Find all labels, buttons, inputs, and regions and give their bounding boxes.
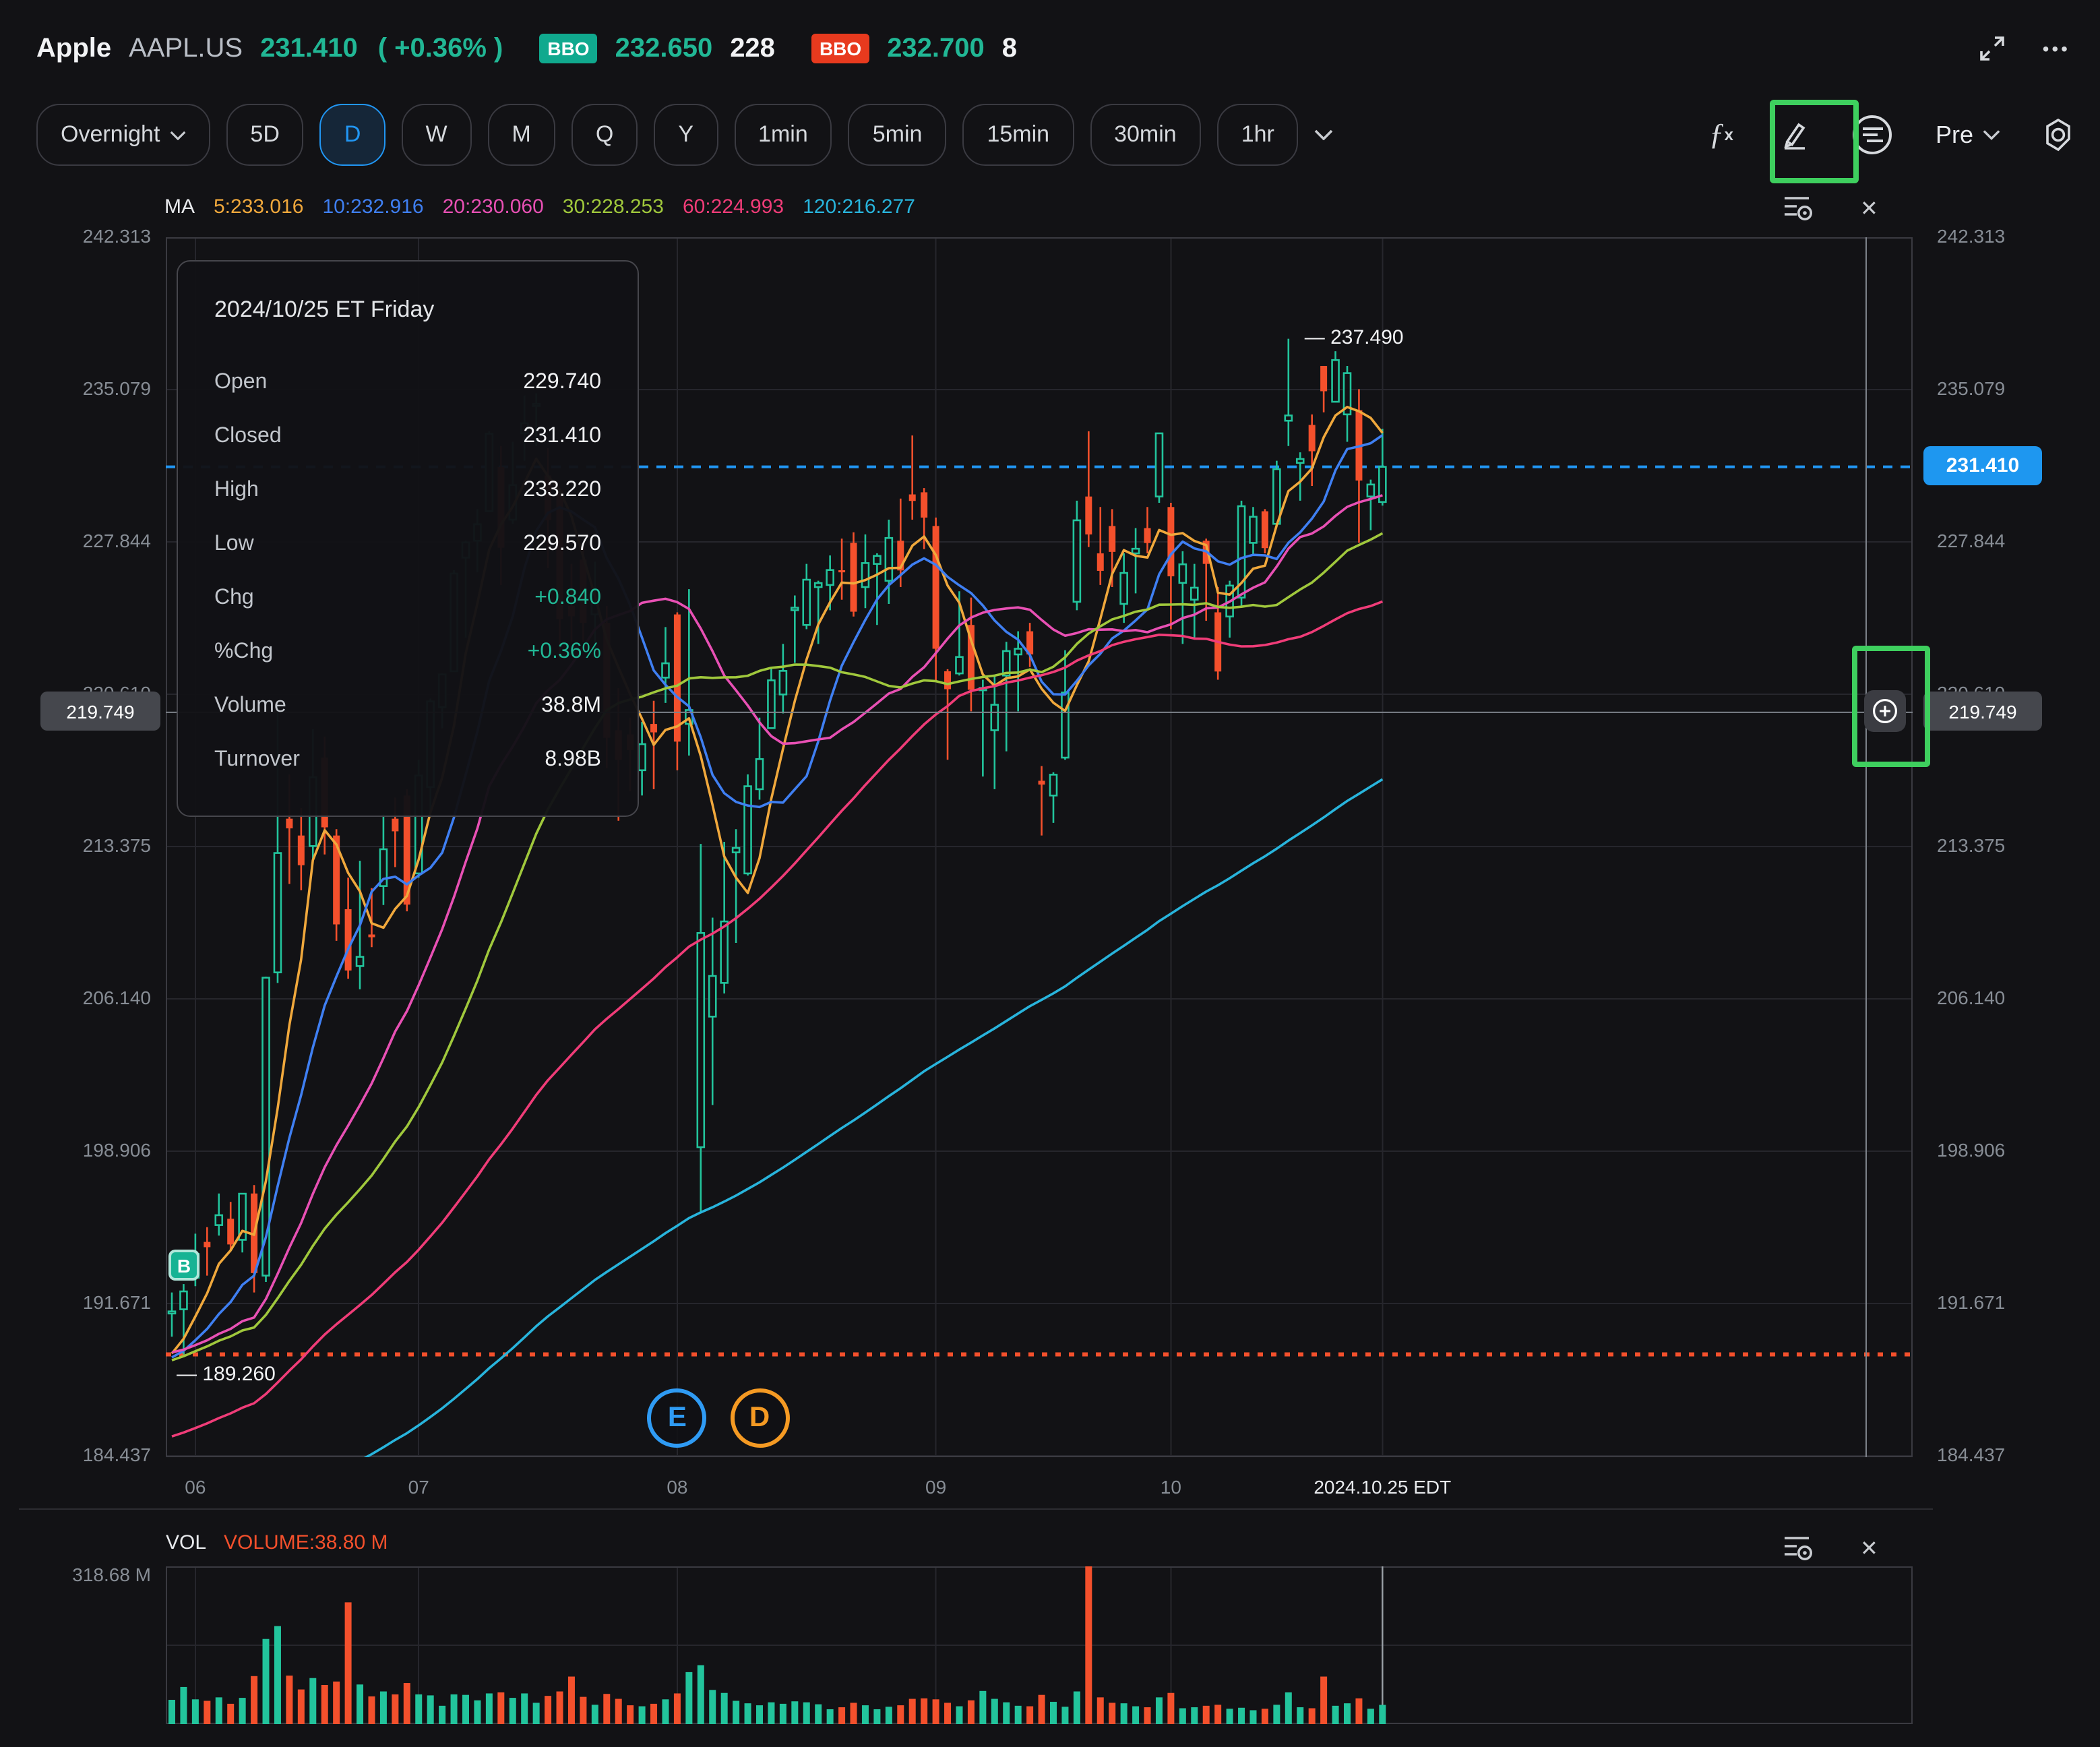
y-axis-label-left: 184.437 (82, 1444, 151, 1466)
y-axis-label-right: 242.313 (1937, 225, 2006, 247)
y-axis-label-left: 227.844 (82, 530, 151, 552)
ma-legend: MA 5:233.016 10:232.916 20:230.060 30:228.25… (164, 195, 915, 218)
y-axis-label-left: 198.906 (82, 1139, 151, 1161)
ohlc-tooltip: 2024/10/25 ET Friday Open 229.740 Closed 23… (177, 260, 639, 817)
ask-size: 8 (1001, 33, 1018, 63)
y-axis-label-left: 206.140 (82, 987, 151, 1009)
ma-legend-item-20: 20:230.060 (442, 195, 544, 218)
quote-header: Apple AAPL.US 231.410 ( +0.36% ) BBO 232… (0, 0, 2100, 97)
y-axis-label-left: 242.313 (82, 225, 151, 247)
tooltip-row-chg: Chg +0.840 (214, 586, 601, 609)
volume-header: VOL VOLUME:38.80 M (166, 1531, 388, 1554)
y-axis-label-right: 184.437 (1937, 1444, 2006, 1466)
event-marker-d[interactable]: D (730, 1388, 789, 1448)
tooltip-row-open: Open 229.740 (214, 371, 601, 394)
volume-axis-max: 318.68 M (72, 1564, 151, 1585)
tooltip-row-low: Low 229.570 (214, 532, 601, 555)
compare-layers-icon[interactable] (1849, 112, 1895, 158)
y-axis-label-right: 206.140 (1937, 987, 2006, 1009)
y-axis-label-right: 227.844 (1937, 530, 2006, 552)
annotation-highlight-compare-icon (1770, 100, 1859, 183)
tooltip-row-volume: Volume 38.8M (214, 694, 601, 717)
y-axis-label-right: 213.375 (1937, 834, 2006, 857)
tooltip-row-high: High 233.220 (214, 479, 601, 501)
pre-label: Pre (1935, 121, 1973, 148)
pane-divider[interactable] (19, 1508, 1933, 1510)
draw-pencil-icon[interactable] (1774, 117, 1809, 152)
close-indicator-icon[interactable]: ✕ (1860, 198, 1878, 221)
session-pre-dropdown[interactable]: Pre (1936, 121, 2000, 149)
y-axis-label-left: 191.671 (82, 1291, 151, 1314)
ma-legend-prefix: MA (164, 195, 195, 218)
period-high-marker: — 237.490 (1304, 326, 1404, 350)
bid-size: 228 (730, 33, 775, 63)
buy-trade-marker[interactable]: B (168, 1250, 199, 1281)
tooltip-row-pctchg: %Chg +0.36% (214, 640, 601, 663)
ma-legend-item-30: 30:228.253 (562, 195, 664, 218)
add-order-plus-icon[interactable] (1864, 690, 1906, 733)
ma-legend-item-120: 120:216.277 (803, 195, 915, 218)
volume-pane-title: VOL (166, 1531, 207, 1554)
timeframe-1hr[interactable]: 1hr (1216, 104, 1299, 166)
stock-symbol: AAPL.US (129, 33, 243, 63)
timeframe-15min[interactable]: 15min (962, 104, 1074, 166)
ma-legend-item-10: 10:232.916 (322, 195, 424, 218)
ma-legend-item-60: 60:224.993 (682, 195, 784, 218)
timeframe-m[interactable]: M (487, 104, 555, 166)
timeframe-q[interactable]: Q (571, 104, 638, 166)
y-axis-label-right: 198.906 (1937, 1139, 2006, 1161)
timeframe-1min[interactable]: 1min (734, 104, 832, 166)
x-axis-label: 10 (1160, 1476, 1181, 1498)
y-axis-label-right: 191.671 (1937, 1291, 2006, 1314)
tooltip-date: 2024/10/25 ET Friday (214, 297, 435, 322)
ma-legend-item-5: 5:233.016 (214, 195, 304, 218)
x-axis-label: 07 (408, 1476, 429, 1498)
y-axis-label-left: 213.375 (82, 834, 151, 857)
period-low-marker: — 189.260 (177, 1362, 276, 1386)
timeframe-more-chevron-icon[interactable] (1315, 129, 1334, 140)
x-axis-label: 08 (667, 1476, 688, 1498)
timeframe-w[interactable]: W (401, 104, 472, 166)
more-menu-icon[interactable]: ••• (2042, 38, 2070, 59)
chart-settings-gear-icon[interactable] (2041, 117, 2076, 152)
y-axis-label-right: 235.079 (1937, 377, 2006, 399)
chevron-down-icon (170, 130, 185, 140)
bid-price: 232.650 (615, 33, 713, 63)
volume-bars-chart[interactable] (166, 1566, 1913, 1728)
volume-settings-icon[interactable] (1782, 1534, 1814, 1564)
tooltip-row-closed: Closed 231.410 (214, 425, 601, 448)
timeframe-5d[interactable]: 5D (226, 104, 304, 166)
timeframe-y[interactable]: Y (654, 104, 718, 166)
bid-bbo-badge: BBO (539, 34, 598, 63)
price-change-percent: ( +0.36% ) (377, 33, 503, 63)
tooltip-row-turnover: Turnover 8.98B (214, 748, 601, 771)
fullscreen-icon[interactable] (1978, 34, 2008, 63)
current-price-label: 231.410 (1923, 446, 2042, 486)
indicator-settings-icon[interactable] (1782, 194, 1814, 224)
annotation-highlight-plus-icon (1852, 646, 1930, 767)
stock-name: Apple (36, 33, 112, 63)
y-axis-label-left: 235.079 (82, 377, 151, 399)
close-volume-icon[interactable]: ✕ (1860, 1538, 1878, 1561)
timeframe-5min[interactable]: 5min (848, 104, 947, 166)
last-price: 231.410 (260, 33, 358, 63)
timeframe-d[interactable]: D (319, 104, 385, 166)
crosshair-price-label-right: 219.749 (1923, 692, 2042, 731)
ask-price: 232.700 (887, 33, 985, 63)
crosshair-price-label-left: 219.749 (40, 692, 160, 731)
timeframe-30min[interactable]: 30min (1090, 104, 1201, 166)
volume-current-value: VOLUME:38.80 M (224, 1531, 388, 1554)
ask-bbo-badge: BBO (811, 34, 870, 63)
x-axis-label: 2024.10.25 EDT (1314, 1476, 1452, 1498)
x-axis-label: 09 (925, 1476, 947, 1498)
timeframe-overnight[interactable]: Overnight (36, 104, 210, 166)
event-marker-e[interactable]: E (647, 1388, 707, 1448)
chevron-down-icon (1983, 130, 2000, 140)
x-axis-label: 06 (185, 1476, 206, 1498)
